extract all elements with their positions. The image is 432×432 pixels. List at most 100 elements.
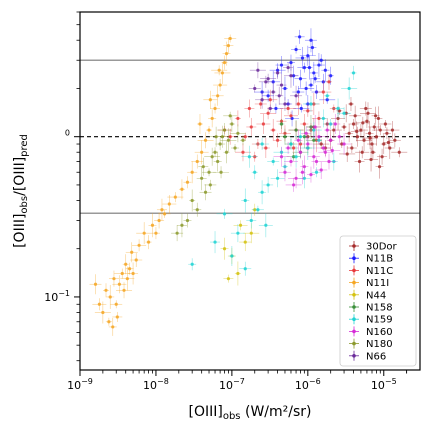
data-point — [383, 122, 387, 126]
x-axis: 10−9 10−8 10−7 10−6 10−5 — [67, 370, 408, 392]
data-point — [349, 102, 353, 106]
data-point — [342, 125, 346, 129]
data-point — [292, 183, 296, 187]
legend-marker — [352, 268, 356, 273]
data-point — [249, 231, 253, 235]
x-tick-label: 10−7 — [219, 377, 245, 392]
data-point — [279, 63, 284, 67]
data-point — [259, 102, 263, 106]
data-point — [264, 146, 268, 150]
data-point — [101, 310, 105, 315]
data-point — [289, 159, 293, 164]
data-point — [309, 38, 313, 42]
data-point — [241, 150, 245, 154]
data-point — [256, 68, 260, 72]
data-point — [260, 142, 264, 146]
data-point — [190, 262, 194, 266]
data-point — [210, 116, 214, 121]
data-point — [289, 114, 293, 118]
data-point — [185, 218, 190, 223]
data-point — [213, 106, 217, 111]
data-point — [298, 135, 303, 139]
data-point — [374, 135, 379, 139]
data-point — [241, 138, 245, 142]
series-n180 — [171, 111, 246, 242]
data-point — [236, 271, 240, 276]
data-point — [260, 98, 264, 102]
data-point — [289, 74, 293, 78]
data-point — [283, 86, 287, 91]
data-point — [296, 90, 300, 94]
reference-lines — [80, 59, 420, 214]
data-point — [216, 94, 220, 98]
data-point — [306, 54, 310, 58]
data-point — [283, 135, 287, 139]
data-point — [268, 98, 272, 102]
data-point — [342, 142, 346, 146]
data-point — [195, 208, 199, 212]
data-point — [306, 109, 310, 113]
data-point — [294, 176, 298, 180]
data-point — [266, 94, 270, 98]
data-point — [247, 106, 251, 111]
data-point — [228, 114, 232, 118]
data-point — [114, 302, 118, 306]
legend-marker — [352, 354, 356, 358]
data-point — [302, 165, 306, 169]
data-point — [226, 44, 231, 48]
data-point — [277, 94, 281, 98]
data-point — [279, 122, 284, 126]
data-point — [310, 45, 315, 50]
data-point — [377, 165, 382, 169]
data-point — [299, 106, 303, 111]
data-point — [359, 128, 363, 132]
data-point — [378, 128, 382, 132]
data-point — [286, 65, 290, 70]
data-point — [271, 90, 275, 94]
data-point — [271, 80, 275, 84]
data-point — [329, 74, 333, 78]
data-point — [125, 277, 129, 281]
data-point — [312, 71, 316, 75]
data-point — [107, 320, 111, 324]
data-point — [325, 94, 329, 98]
legend-label: N180 — [366, 339, 393, 350]
data-point — [279, 83, 284, 87]
legend-label: N11C — [366, 266, 393, 277]
data-point — [317, 63, 321, 67]
legend-label: N66 — [366, 351, 386, 362]
data-point — [294, 94, 298, 98]
y-tick-label: 10−1 — [44, 289, 70, 304]
data-point — [366, 111, 370, 115]
data-point — [294, 47, 298, 52]
data-point — [327, 159, 331, 164]
legend-label: N44 — [366, 290, 386, 301]
series-n160 — [273, 114, 352, 192]
legend-marker — [352, 293, 356, 297]
data-point — [313, 125, 317, 129]
data-point — [203, 190, 208, 194]
data-point — [222, 247, 227, 251]
data-point — [312, 128, 316, 132]
data-point — [201, 165, 205, 169]
data-point — [276, 138, 280, 142]
data-point — [329, 138, 333, 142]
data-point — [271, 159, 275, 164]
data-point — [373, 114, 378, 118]
data-point — [220, 71, 224, 75]
data-point — [97, 302, 101, 306]
data-point — [342, 111, 346, 115]
series-n44 — [220, 203, 260, 286]
data-point — [351, 122, 356, 126]
x-axis-title: [OIII]obs (W/m²/sr) — [189, 404, 312, 422]
data-point — [355, 129, 359, 133]
data-point — [298, 142, 303, 146]
data-point — [218, 142, 222, 146]
legend-label: N160 — [366, 327, 393, 338]
x-tick-label: 10−6 — [295, 377, 321, 392]
data-point — [279, 155, 284, 159]
data-point — [200, 176, 204, 180]
data-point — [175, 231, 179, 235]
data-point — [296, 138, 300, 142]
